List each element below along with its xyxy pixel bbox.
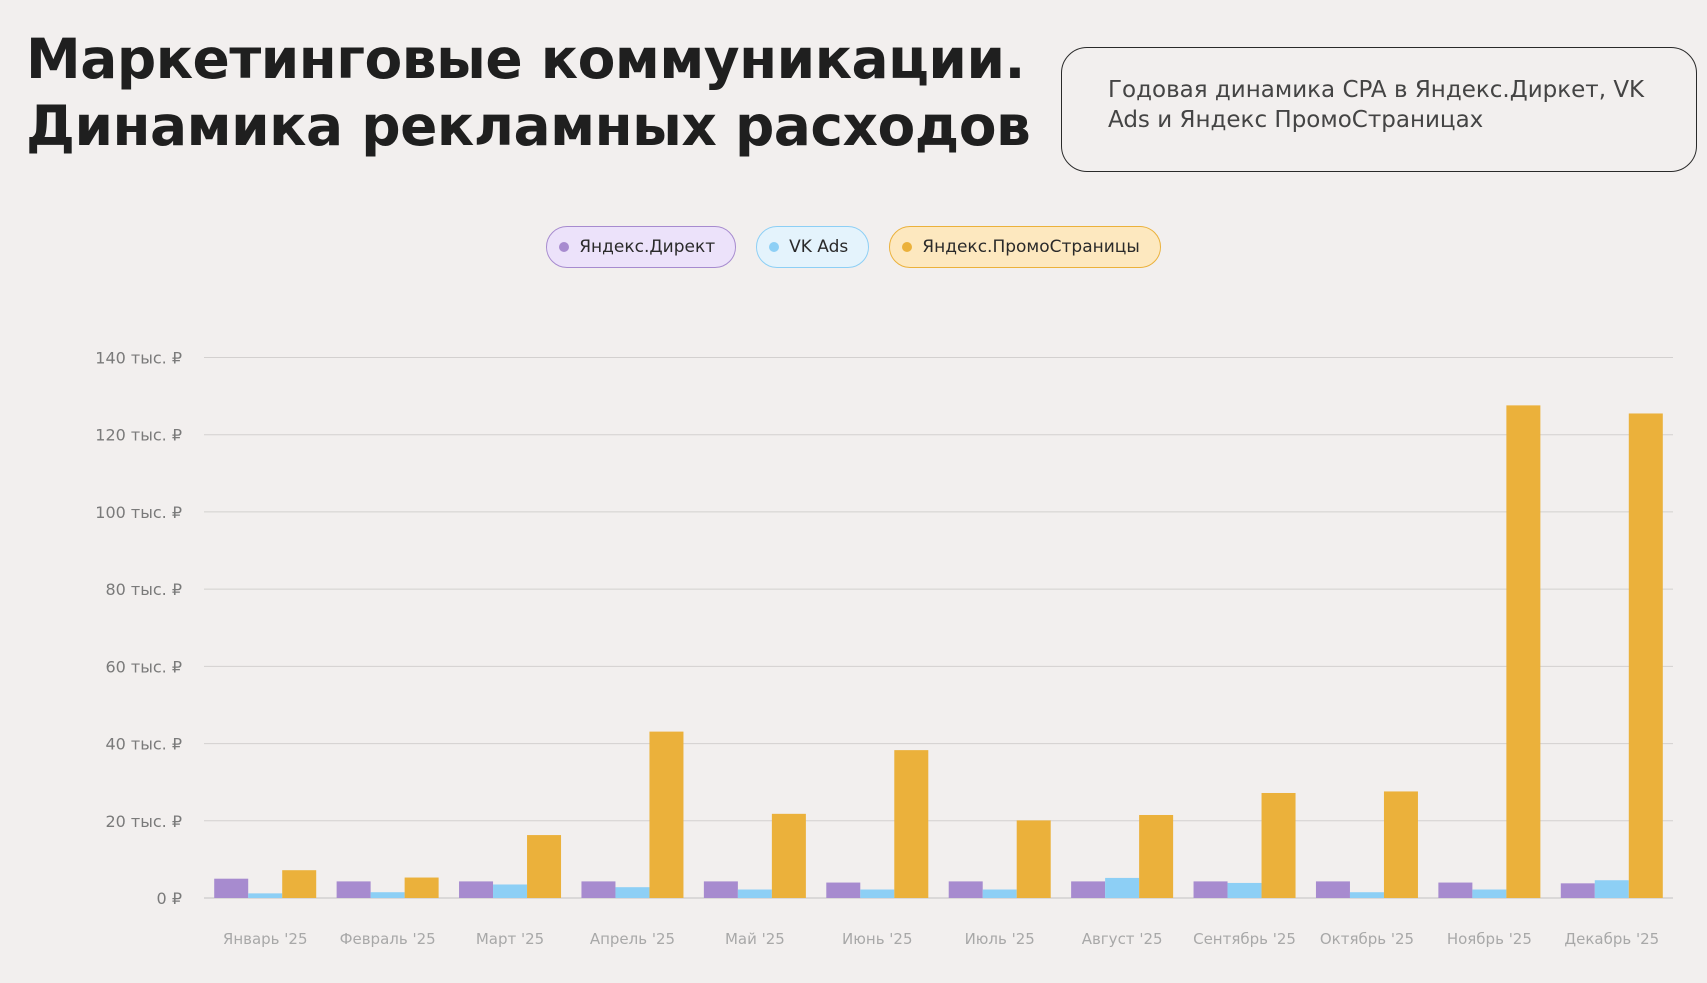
legend-item-yandex-promo[interactable]: Яндекс.ПромоСтраницы (889, 226, 1161, 268)
y-tick-label: 140 тыс. ₽ (95, 349, 182, 368)
bar-vk-ads-10 (1349, 892, 1384, 898)
bars (214, 405, 1663, 898)
y-tick-label: 0 ₽ (157, 889, 182, 908)
bar-яндекс-промостраницы-6 (894, 750, 929, 898)
legend-label: Яндекс.Директ (579, 237, 716, 257)
y-tick-label: 60 тыс. ₽ (105, 657, 182, 676)
y-tick-label: 40 тыс. ₽ (105, 735, 182, 754)
x-tick-label: Ноябрь '25 (1447, 930, 1532, 948)
bar-vk-ads-4 (615, 887, 650, 898)
y-axis-ticks: 0 ₽ 20 тыс. ₽ 40 тыс. ₽ 60 тыс. ₽ 80 тыс. ₽ 1… (95, 349, 182, 909)
bar-яндекс-директ-6 (826, 882, 861, 898)
x-tick-label: Май '25 (725, 930, 785, 948)
bar-яндекс-директ-2 (336, 881, 371, 898)
y-tick-label: 100 тыс. ₽ (95, 503, 182, 522)
bar-яндекс-промостраницы-1 (282, 870, 317, 898)
legend-dot-icon (559, 242, 570, 252)
bar-vk-ads-2 (370, 892, 405, 898)
bar-vk-ads-11 (1472, 889, 1507, 898)
x-tick-label: Март '25 (476, 930, 544, 948)
bar-яндекс-директ-1 (214, 878, 249, 898)
legend-dot-icon (902, 242, 913, 252)
bar-яндекс-директ-7 (948, 881, 983, 898)
chart-legend: Яндекс.Директ VK Ads Яндекс.ПромоСтраниц… (0, 226, 1707, 268)
bar-vk-ads-5 (737, 889, 772, 898)
bar-яндекс-директ-12 (1560, 883, 1595, 898)
y-tick-label: 20 тыс. ₽ (105, 812, 182, 831)
x-tick-label: Октябрь '25 (1320, 930, 1414, 948)
bar-яндекс-промостраницы-7 (1016, 820, 1051, 898)
page-title: Маркетинговые коммуникации. Динамика рек… (26, 26, 1031, 160)
bar-яндекс-промостраницы-11 (1506, 405, 1541, 898)
bar-яндекс-директ-3 (459, 881, 494, 898)
legend-label: Яндекс.ПромоСтраницы (922, 237, 1140, 257)
x-tick-label: Январь '25 (223, 930, 308, 948)
x-axis-ticks: Январь '25 Февраль '25 Март '25 Апрель '25 М… (223, 930, 1659, 948)
x-tick-label: Август '25 (1082, 930, 1163, 948)
bar-яндекс-промостраницы-10 (1383, 791, 1418, 898)
bar-vk-ads-3 (493, 884, 528, 898)
bar-яндекс-промостраницы-4 (649, 731, 684, 898)
bar-яндекс-директ-4 (581, 881, 616, 898)
bar-яндекс-промостраницы-2 (404, 877, 439, 898)
bar-vk-ads-6 (860, 889, 895, 898)
bar-vk-ads-8 (1105, 877, 1140, 898)
bar-vk-ads-1 (248, 893, 283, 898)
title-line-2: Динамика рекламных расходов (26, 94, 1031, 158)
legend-item-vk-ads[interactable]: VK Ads (756, 226, 870, 268)
x-tick-label: Сентябрь '25 (1193, 930, 1296, 948)
legend-item-yandex-direct[interactable]: Яндекс.Директ (546, 226, 737, 268)
bar-яндекс-промостраницы-5 (771, 813, 806, 898)
bar-яндекс-директ-5 (703, 881, 738, 898)
x-tick-label: Июнь '25 (842, 930, 912, 948)
legend-label: VK Ads (789, 237, 849, 257)
bar-яндекс-промостраницы-3 (527, 835, 562, 898)
y-tick-label: 80 тыс. ₽ (105, 580, 182, 599)
description-box: Годовая динамика CPA в Яндекс.Диркет, VK… (1061, 47, 1697, 172)
legend-dot-icon (769, 242, 780, 252)
bar-яндекс-директ-9 (1193, 881, 1228, 898)
title-line-1: Маркетинговые коммуникации. (26, 27, 1025, 91)
bar-яндекс-промостраницы-8 (1139, 814, 1174, 898)
bar-яндекс-директ-10 (1315, 881, 1350, 898)
description-text: Годовая динамика CPA в Яндекс.Диркет, VK… (1108, 77, 1645, 133)
x-tick-label: Июль '25 (965, 930, 1035, 948)
grid-lines (204, 357, 1673, 899)
x-tick-label: Апрель '25 (590, 930, 675, 948)
bar-vk-ads-12 (1594, 880, 1629, 898)
bar-яндекс-директ-11 (1438, 882, 1473, 898)
bar-vk-ads-9 (1227, 882, 1262, 898)
bar-vk-ads-7 (982, 889, 1017, 898)
bar-яндекс-промостраницы-9 (1261, 792, 1296, 898)
bar-яндекс-директ-8 (1071, 881, 1106, 898)
bar-яндекс-промостраницы-12 (1628, 413, 1663, 898)
y-tick-label: 120 тыс. ₽ (95, 426, 182, 445)
x-tick-label: Февраль '25 (340, 930, 436, 948)
x-tick-label: Декабрь '25 (1564, 930, 1659, 948)
